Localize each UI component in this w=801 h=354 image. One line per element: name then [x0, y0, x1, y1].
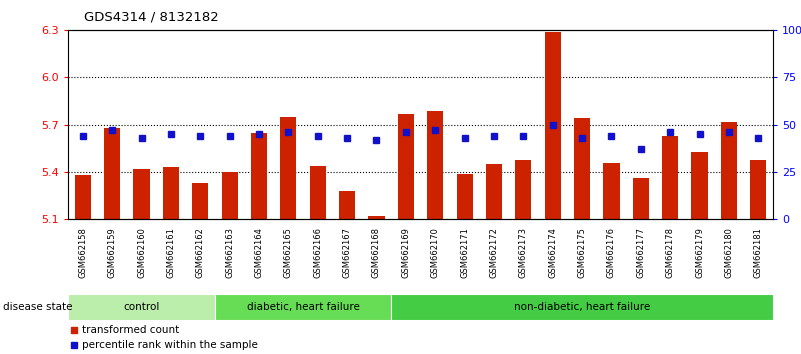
Bar [633, 178, 649, 219]
Bar [515, 160, 531, 219]
Bar [751, 160, 767, 219]
Bar [368, 216, 384, 219]
Bar [603, 162, 619, 219]
Bar [68, 294, 215, 320]
Bar [457, 174, 473, 219]
Bar [427, 110, 443, 219]
Bar [486, 164, 502, 219]
Bar [104, 128, 120, 219]
Bar [134, 169, 150, 219]
Bar [251, 133, 267, 219]
Bar [310, 166, 326, 219]
Text: non-diabetic, heart failure: non-diabetic, heart failure [514, 302, 650, 312]
Text: GDS4314 / 8132182: GDS4314 / 8132182 [84, 11, 219, 24]
Bar [192, 183, 208, 219]
Bar [398, 114, 414, 219]
Bar [163, 167, 179, 219]
Bar [662, 136, 678, 219]
Bar [215, 294, 391, 320]
Text: diabetic, heart failure: diabetic, heart failure [247, 302, 360, 312]
Bar [545, 32, 561, 219]
Bar [691, 152, 707, 219]
Text: control: control [123, 302, 159, 312]
Bar [391, 294, 773, 320]
Bar [721, 122, 737, 219]
Bar [339, 191, 355, 219]
Text: disease state: disease state [3, 302, 73, 312]
Bar [74, 175, 91, 219]
Text: percentile rank within the sample: percentile rank within the sample [82, 339, 258, 350]
Bar [280, 117, 296, 219]
Bar [574, 119, 590, 219]
Bar [222, 172, 238, 219]
Text: transformed count: transformed count [82, 325, 179, 335]
